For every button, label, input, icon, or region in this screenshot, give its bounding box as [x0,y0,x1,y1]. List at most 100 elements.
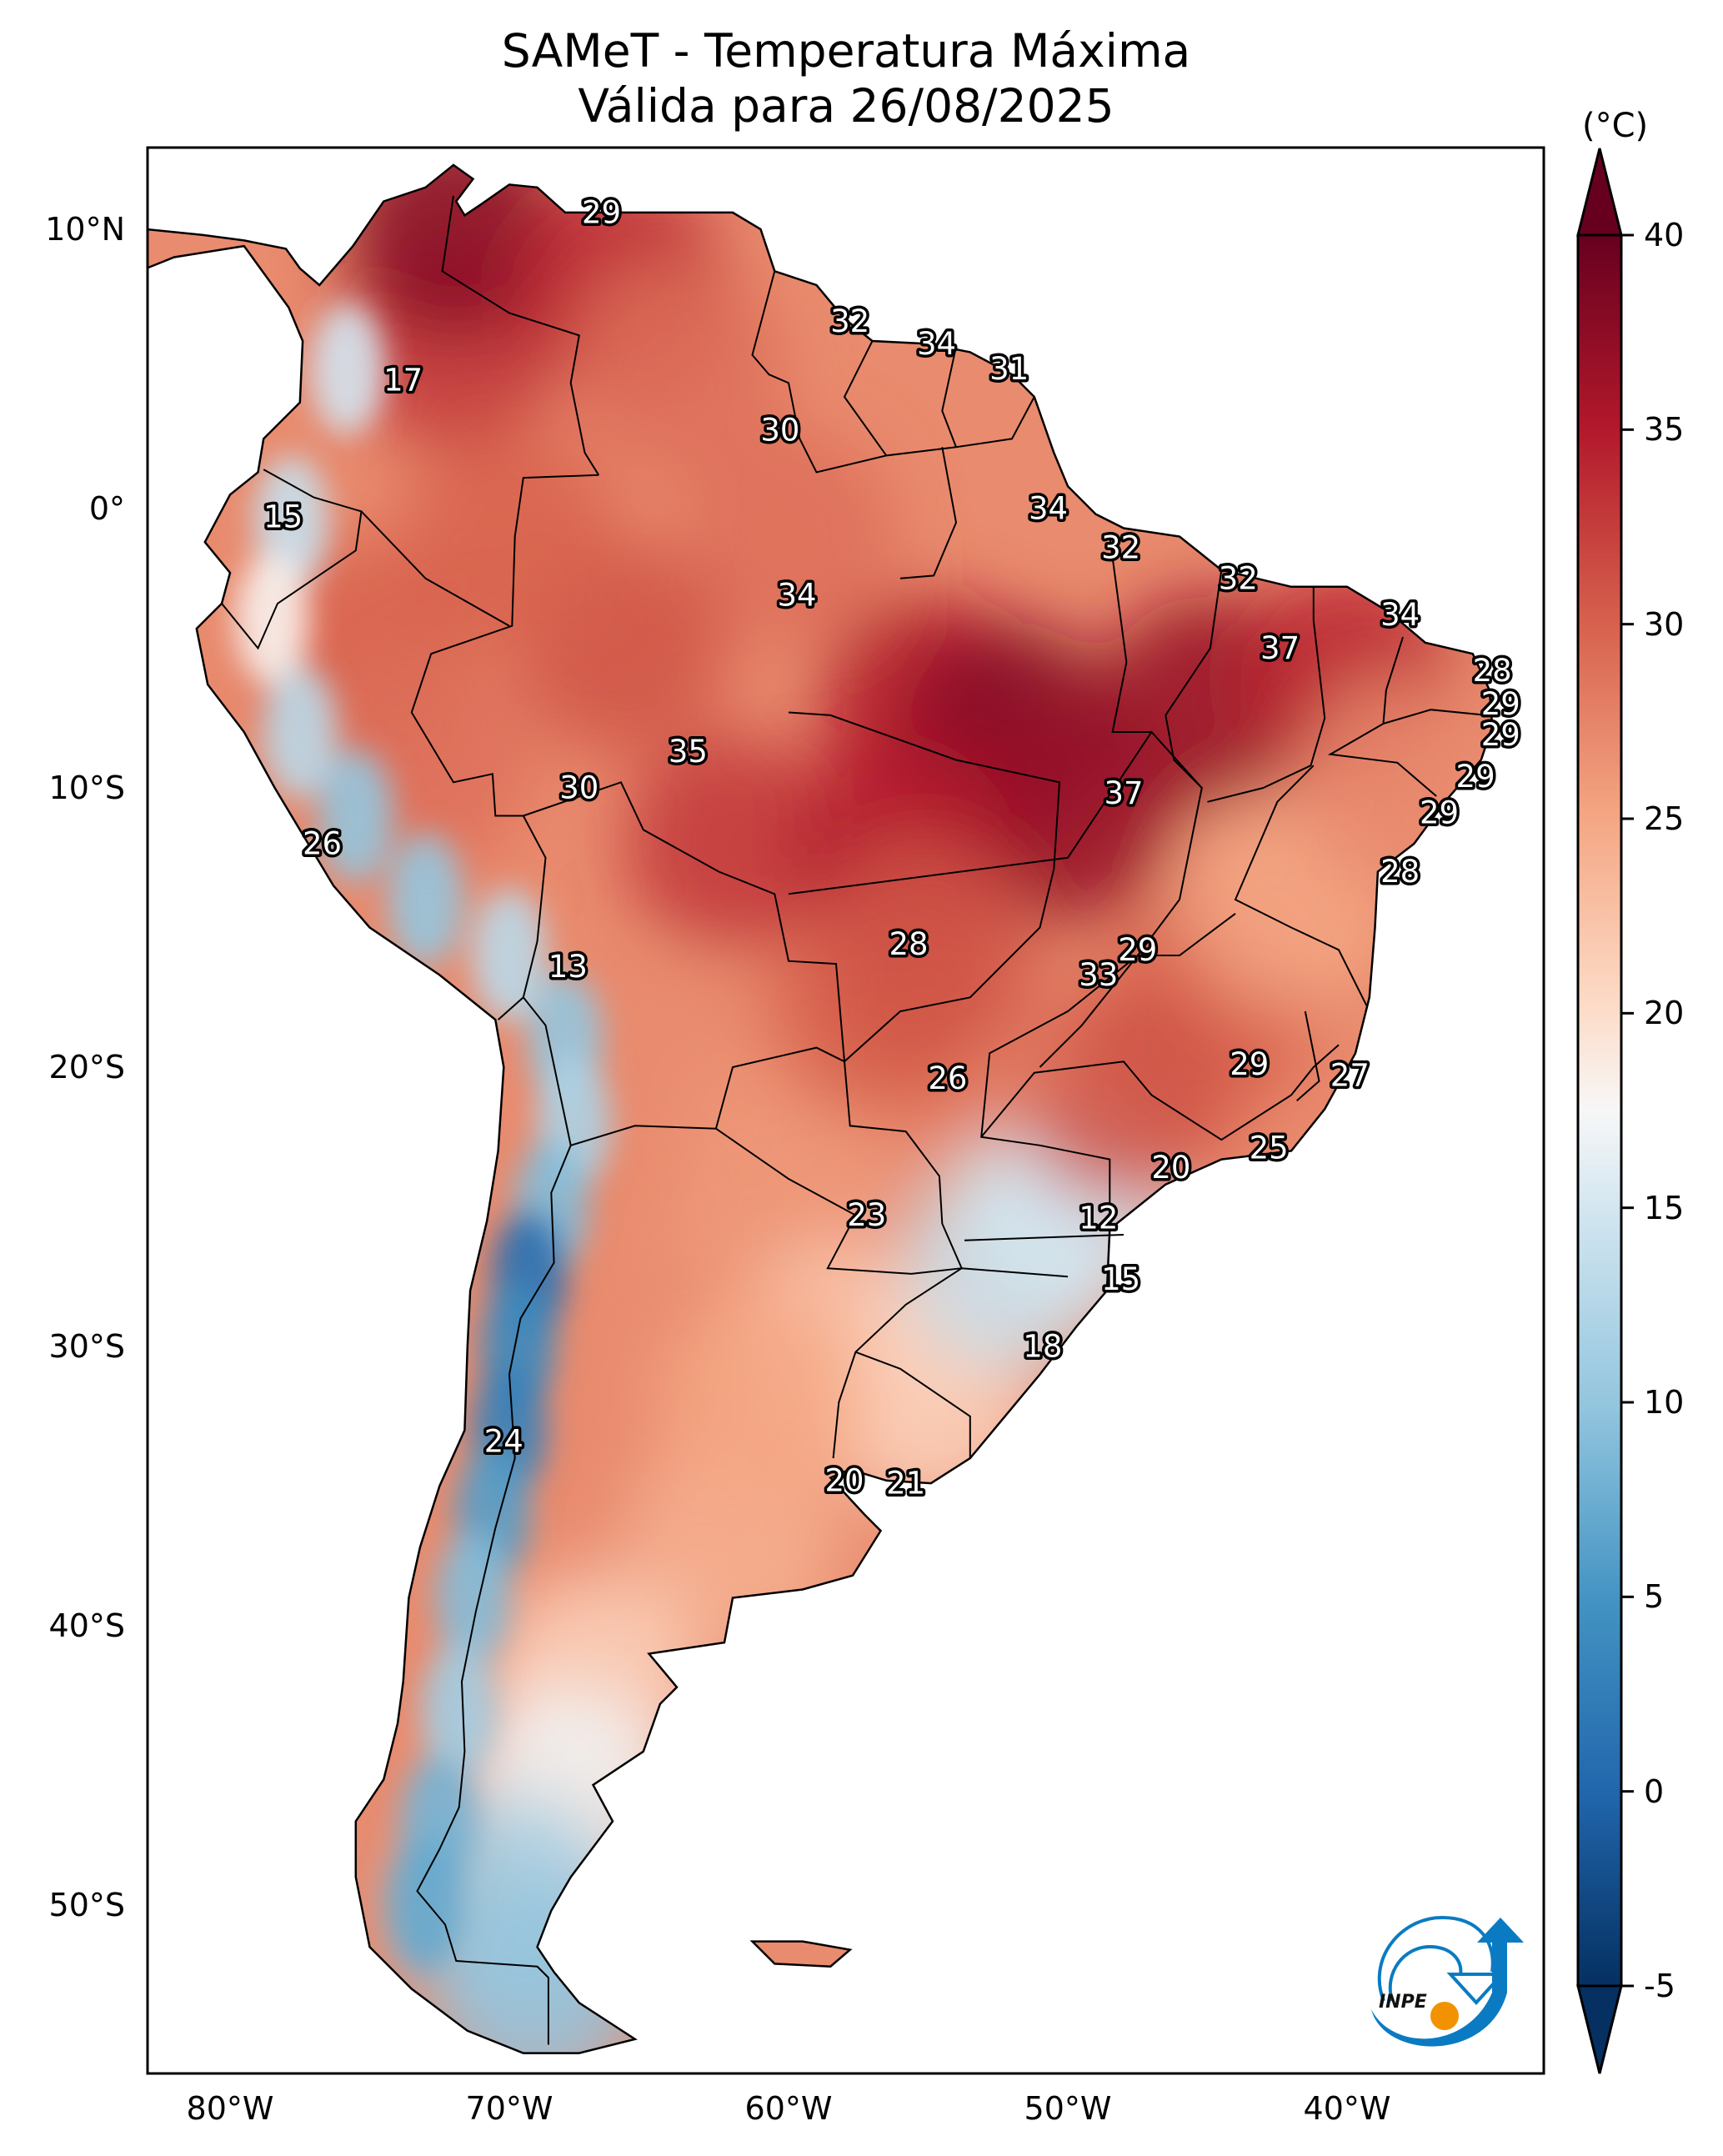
colorbar-tick-label: 30 [1644,605,1685,643]
colorbar-tick-label: 40 [1644,217,1685,253]
border-line [855,1351,971,1458]
border-line [441,195,600,476]
colorbar-unit-label: (°C) [1582,107,1649,145]
logo-arrow-icon [1371,1918,1524,2047]
temperature-value-label: 37 [1260,630,1300,666]
chart-subtitle: Válida para 26/08/2025 [578,79,1114,133]
lat-tick-label: 50°S [48,1887,125,1923]
border-line [844,868,1055,1063]
temperature-value-label: 31 [989,351,1029,387]
border-line [843,340,888,456]
colorbar-tick-label: 15 [1644,1189,1685,1226]
temperature-value-label: 15 [263,499,303,535]
border-line [964,1234,1124,1241]
temperature-value-label: 34 [1380,597,1420,633]
lon-tick-label: 40°W [1303,2090,1391,2127]
inpe-logo: INPE [1371,1915,1524,2047]
lat-tick-label: 10°S [48,770,125,806]
border-line [1109,536,1152,733]
temperature-value-label: 21 [886,1466,925,1502]
border-line [1039,955,1139,1068]
chart-title: SAMeT - Temperatura Máxima [501,24,1191,78]
temperature-value-label: 32 [1219,560,1258,596]
temperature-value-label: 33 [1079,957,1118,993]
temperature-value-label: 20 [824,1462,864,1498]
country-borders [221,195,1487,2045]
temperature-value-label: 32 [1101,529,1140,565]
lat-tick-label: 20°S [48,1049,125,1086]
temperature-value-label: 30 [559,770,599,806]
border-line [410,474,599,1020]
border-line [788,711,1061,870]
border-line [416,1145,572,2045]
lat-tick-label: 0° [88,490,125,527]
temperature-value-label: 12 [1079,1200,1118,1236]
temperature-value-label: 35 [669,734,708,770]
temperature-value-label: 29 [1481,686,1520,722]
colorbar-bar [1576,233,1623,1988]
logo-sun-icon [1430,2002,1459,2030]
border-line [221,469,363,650]
temperature-value-label: 34 [917,326,956,362]
lat-tick-label: 40°S [48,1607,125,1644]
temperature-value-label: 26 [303,826,342,862]
logo-text: INPE [1379,1992,1427,2013]
temperature-value-label: 29 [1481,717,1520,753]
coastline [148,163,1494,2054]
lat-tick-label: 10°N [45,211,125,248]
border-line [980,1044,1340,1141]
colorbar-tick-label: 35 [1644,411,1685,449]
temperature-value-label: 28 [889,926,929,962]
border-line [899,447,958,579]
colorbar-extend-max [1576,148,1623,237]
temperature-value-label: 37 [1104,775,1143,811]
temperature-value-label: 32 [830,303,869,339]
colorbar-extend-min [1576,1984,1623,2074]
colorbar-tick-label: 5 [1644,1578,1665,1616]
temperature-field [148,164,1493,2053]
temperature-value-label: 28 [1380,854,1420,890]
border-line [536,1965,549,1978]
border-line [1165,569,1223,789]
colorbar-tick-label: -5 [1644,1968,1675,2004]
border-line [941,346,957,448]
lat-tick-label: 30°S [48,1328,125,1365]
border-line [788,730,1203,1230]
temperature-value-label: 28 [1473,653,1512,689]
temperature-value-label: 29 [1456,759,1495,795]
lon-tick-label: 60°W [744,2090,833,2127]
border-line [1327,723,1437,797]
border-line [751,271,1035,474]
colorbar-tick-label: 10 [1644,1384,1685,1421]
border-line [1296,1010,1320,1101]
temperature-value-label: 34 [778,577,817,613]
temperature-value-label: 23 [847,1197,886,1233]
border-line [1234,765,1368,1006]
temperature-value-label: 20 [1151,1150,1190,1186]
lon-tick-label: 50°W [1024,2090,1112,2127]
border-line [961,1267,1069,1278]
colorbar-tick-label: 25 [1644,800,1685,837]
temperature-value-label: 29 [1118,932,1157,968]
border-line [1137,912,1236,956]
border-line [360,510,510,627]
colorbar-tick-label: 0 [1644,1772,1665,1810]
temperature-value-label: 29 [582,194,621,230]
temperature-value-label: 30 [760,413,799,449]
colorbar-tick-label: 20 [1644,995,1685,1032]
temperature-value-label: 27 [1330,1058,1370,1094]
border-line [1207,586,1326,803]
temperature-value-label: 34 [1029,491,1068,527]
temperature-value-label: 17 [383,362,423,398]
plot-frame [146,146,1545,2075]
temperature-value-label: 29 [1420,795,1459,831]
temperature-value-label: 15 [1101,1261,1140,1297]
lon-tick-label: 70°W [465,2090,553,2127]
temperature-value-label: 24 [484,1423,523,1459]
temperature-value-label: 18 [1023,1329,1062,1365]
temperature-value-label: 29 [1230,1046,1269,1082]
colorbar [1576,148,1634,2074]
temperature-value-label: 26 [928,1060,967,1096]
